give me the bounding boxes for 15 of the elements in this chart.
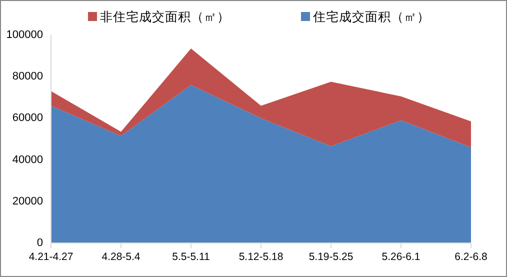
legend-label: 住宅成交面积（㎡） [312, 9, 430, 24]
legend-label: 非住宅成交面积（㎡） [100, 9, 230, 24]
x-tick-label: 4.28-5.4 [102, 251, 140, 263]
y-tick-label: 20000 [12, 195, 43, 208]
y-tick-label: 0 [36, 237, 43, 249]
x-tick-label: 5.19-5.25 [308, 251, 354, 263]
x-tick-label: 5.26-6.1 [382, 251, 420, 263]
y-tick-label: 40000 [12, 154, 43, 166]
x-tick-label: 4.21-4.27 [28, 251, 74, 263]
x-tick-label: 5.12-5.18 [238, 251, 284, 263]
y-tick-label: 100000 [6, 29, 43, 41]
x-tick-label: 6.2-6.8 [454, 251, 488, 263]
y-tick-label: 80000 [12, 70, 43, 83]
y-tick-label: 60000 [12, 112, 43, 124]
x-tick-label: 5.5-5.11 [172, 251, 210, 263]
